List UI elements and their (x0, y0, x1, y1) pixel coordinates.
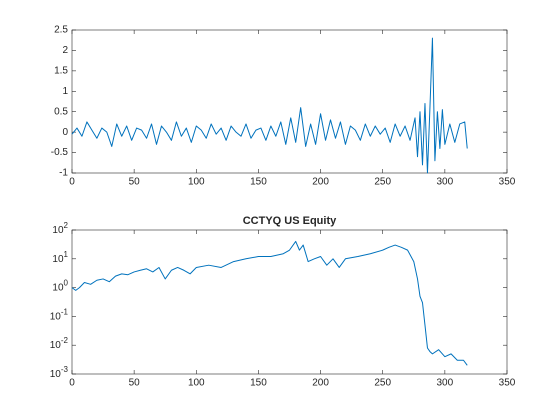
y-tick-label: 10-1 (50, 308, 69, 323)
chart-title: CCTYQ US Equity (243, 215, 337, 227)
x-tick-label: 100 (188, 177, 205, 188)
axes-box (71, 229, 508, 375)
x-tick-label: 200 (312, 177, 329, 188)
y-tick-label: 101 (52, 250, 68, 265)
y-tick-label: -0.5 (51, 147, 69, 158)
y-tick-label: 100 (52, 279, 68, 294)
x-tick-label: 300 (437, 177, 454, 188)
x-tick-label: 0 (69, 177, 75, 188)
y-tick-label: 10-3 (50, 365, 69, 380)
x-tick-label: 150 (250, 177, 267, 188)
x-tick-label: 50 (129, 177, 141, 188)
x-tick-label: 0 (69, 378, 75, 389)
x-tick-label: 300 (437, 378, 454, 389)
y-tick-label: 0 (62, 127, 68, 138)
data-line (71, 240, 468, 366)
x-tick-label: 350 (499, 177, 516, 188)
y-tick-label: 1 (62, 86, 68, 97)
y-tick-label: 1.5 (54, 65, 68, 76)
x-tick-label: 350 (499, 378, 516, 389)
x-tick-label: 250 (374, 177, 391, 188)
y-tick-label: 102 (52, 221, 68, 236)
x-tick-label: 250 (374, 378, 391, 389)
y-tick-label: 2.5 (54, 25, 68, 36)
y-tick-label: 0.5 (54, 106, 68, 117)
x-tick-label: 100 (188, 378, 205, 389)
y-tick-label: 2 (62, 45, 68, 56)
axes-box (71, 29, 508, 174)
x-tick-label: 150 (250, 378, 267, 389)
x-tick-label: 200 (312, 378, 329, 389)
y-tick-label: 10-2 (50, 336, 69, 351)
x-tick-label: 50 (129, 378, 141, 389)
data-line (71, 37, 468, 174)
y-tick-label: -1 (59, 168, 68, 179)
